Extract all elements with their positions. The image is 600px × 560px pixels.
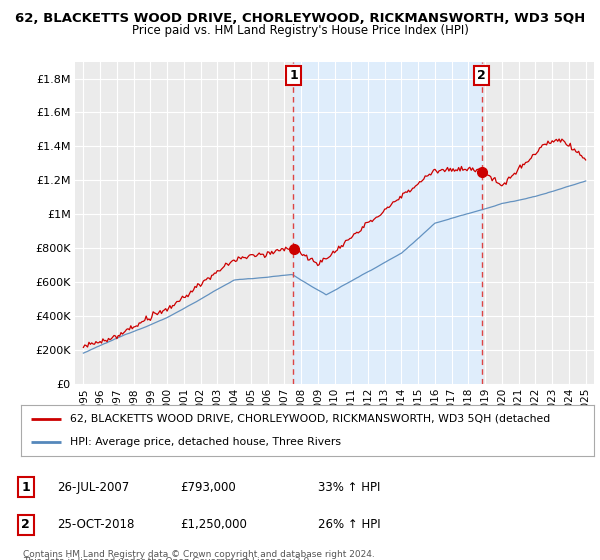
Text: 25-OCT-2018: 25-OCT-2018 [57, 518, 134, 531]
Text: 62, BLACKETTS WOOD DRIVE, CHORLEYWOOD, RICKMANSWORTH, WD3 5QH: 62, BLACKETTS WOOD DRIVE, CHORLEYWOOD, R… [15, 12, 585, 25]
Text: £1,250,000: £1,250,000 [180, 518, 247, 531]
Text: 2: 2 [22, 518, 30, 531]
Text: 2: 2 [478, 69, 486, 82]
Text: 33% ↑ HPI: 33% ↑ HPI [318, 480, 380, 494]
Text: 26% ↑ HPI: 26% ↑ HPI [318, 518, 380, 531]
Text: Price paid vs. HM Land Registry's House Price Index (HPI): Price paid vs. HM Land Registry's House … [131, 24, 469, 36]
Text: 1: 1 [289, 69, 298, 82]
Text: This data is licensed under the Open Government Licence v3.0.: This data is licensed under the Open Gov… [23, 557, 312, 560]
Text: 62, BLACKETTS WOOD DRIVE, CHORLEYWOOD, RICKMANSWORTH, WD3 5QH (detached: 62, BLACKETTS WOOD DRIVE, CHORLEYWOOD, R… [70, 414, 550, 424]
Bar [293, 62, 482, 384]
Text: 26-JUL-2007: 26-JUL-2007 [57, 480, 129, 494]
Text: Contains HM Land Registry data © Crown copyright and database right 2024.: Contains HM Land Registry data © Crown c… [23, 550, 374, 559]
Text: HPI: Average price, detached house, Three Rivers: HPI: Average price, detached house, Thre… [70, 437, 341, 447]
Text: 1: 1 [22, 480, 30, 494]
Text: £793,000: £793,000 [180, 480, 236, 494]
